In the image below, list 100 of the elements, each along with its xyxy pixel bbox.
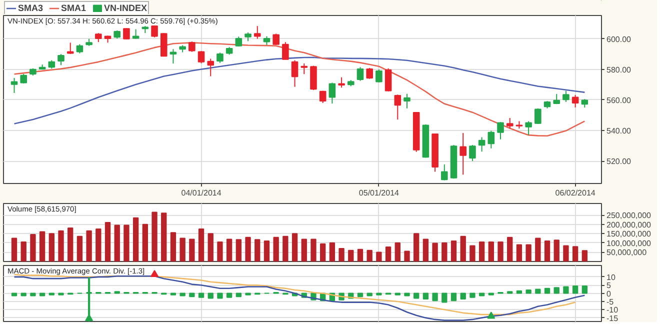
- bar: [470, 292, 476, 298]
- bar: [544, 240, 550, 262]
- bar: [292, 233, 298, 262]
- point: [85, 314, 94, 322]
- legend-label: VN-INDEX: [104, 3, 148, 13]
- bar: [470, 245, 476, 262]
- candlestick: [95, 32, 102, 43]
- bar: [273, 236, 279, 262]
- bar: [460, 292, 466, 300]
- candlestick: [20, 73, 28, 84]
- bar: [96, 228, 102, 262]
- line-series: [14, 56, 586, 124]
- y-tick-label: -10: [606, 306, 619, 315]
- candlestick: [310, 65, 317, 91]
- candlestick: [170, 48, 177, 64]
- bar: [236, 239, 242, 262]
- bar: [516, 290, 522, 294]
- bar: [245, 236, 251, 262]
- y-tick-label: 600.00: [606, 34, 632, 44]
- candlestick: [216, 52, 224, 64]
- bar: [572, 285, 578, 294]
- y-tick-label: 540.00: [606, 126, 632, 136]
- y-tick-label: 0: [606, 289, 612, 298]
- candlestick: [376, 68, 382, 83]
- candlestick: [506, 117, 514, 130]
- bar: [535, 288, 541, 294]
- y-tick-label: 50,000,000: [606, 248, 648, 258]
- bar: [114, 224, 120, 262]
- bar: [582, 250, 588, 262]
- bar: [554, 240, 560, 262]
- candlestick: [497, 122, 504, 140]
- bar: [217, 292, 223, 299]
- bar: [414, 292, 420, 299]
- bar: [226, 238, 232, 262]
- bar: [507, 236, 513, 262]
- candlestick: [272, 33, 280, 46]
- bar: [582, 285, 588, 294]
- bar: [132, 217, 139, 262]
- candlestick: [300, 62, 308, 75]
- point: [487, 312, 496, 319]
- bar: [526, 244, 532, 262]
- bar: [161, 212, 167, 262]
- bar: [11, 238, 18, 262]
- bar: [554, 287, 560, 294]
- legend-label: SMA1: [61, 3, 86, 13]
- bar: [68, 228, 74, 262]
- candlestick: [469, 144, 476, 162]
- y-tick-label: 200,000,000: [606, 220, 652, 230]
- bar: [526, 290, 532, 294]
- bar: [48, 233, 54, 262]
- bar: [544, 288, 550, 294]
- candlestick: [160, 32, 168, 57]
- candlestick: [198, 50, 205, 64]
- y-tick-label: 10: [606, 272, 616, 282]
- bar: [320, 243, 326, 262]
- bar: [104, 222, 111, 262]
- bar: [264, 240, 270, 262]
- bar: [442, 242, 448, 262]
- candlestick: [282, 42, 289, 60]
- bar: [208, 292, 214, 299]
- candlestick: [10, 77, 18, 94]
- bar: [142, 224, 148, 262]
- bar: [385, 246, 392, 262]
- y-tick-label: 560.00: [606, 96, 632, 105]
- bar: [282, 236, 288, 262]
- candlestick: [254, 26, 261, 40]
- bar: [30, 292, 36, 296]
- bar: [498, 241, 504, 262]
- bar: [422, 292, 429, 300]
- bar: [30, 234, 36, 262]
- bar: [198, 228, 204, 262]
- y-tick-label: 150,000,000: [606, 230, 652, 239]
- candlestick: [188, 40, 196, 52]
- bar: [478, 241, 485, 262]
- bar: [310, 238, 316, 262]
- bar: [535, 238, 541, 262]
- bar: [180, 292, 186, 296]
- bar: [86, 230, 92, 262]
- candlestick: [319, 90, 326, 104]
- candlestick: [132, 28, 140, 40]
- bar: [450, 240, 457, 262]
- bar: [572, 246, 578, 262]
- candlestick: [76, 44, 84, 54]
- bar: [432, 242, 438, 262]
- candlestick: [562, 90, 570, 102]
- bar: [198, 292, 204, 298]
- candlestick: [291, 60, 298, 88]
- bar: [152, 212, 158, 262]
- bar: [404, 250, 410, 262]
- y-tick-label: 520.00: [606, 157, 632, 166]
- bar: [180, 238, 186, 262]
- candlestick: [460, 132, 467, 176]
- candlestick: [66, 42, 74, 54]
- bar: [376, 252, 382, 262]
- candlestick: [572, 94, 579, 108]
- bar: [39, 231, 46, 262]
- candlestick: [478, 136, 486, 152]
- bar: [329, 242, 336, 262]
- y-tick-label: 250,000,000: [606, 211, 652, 220]
- bar: [236, 292, 242, 298]
